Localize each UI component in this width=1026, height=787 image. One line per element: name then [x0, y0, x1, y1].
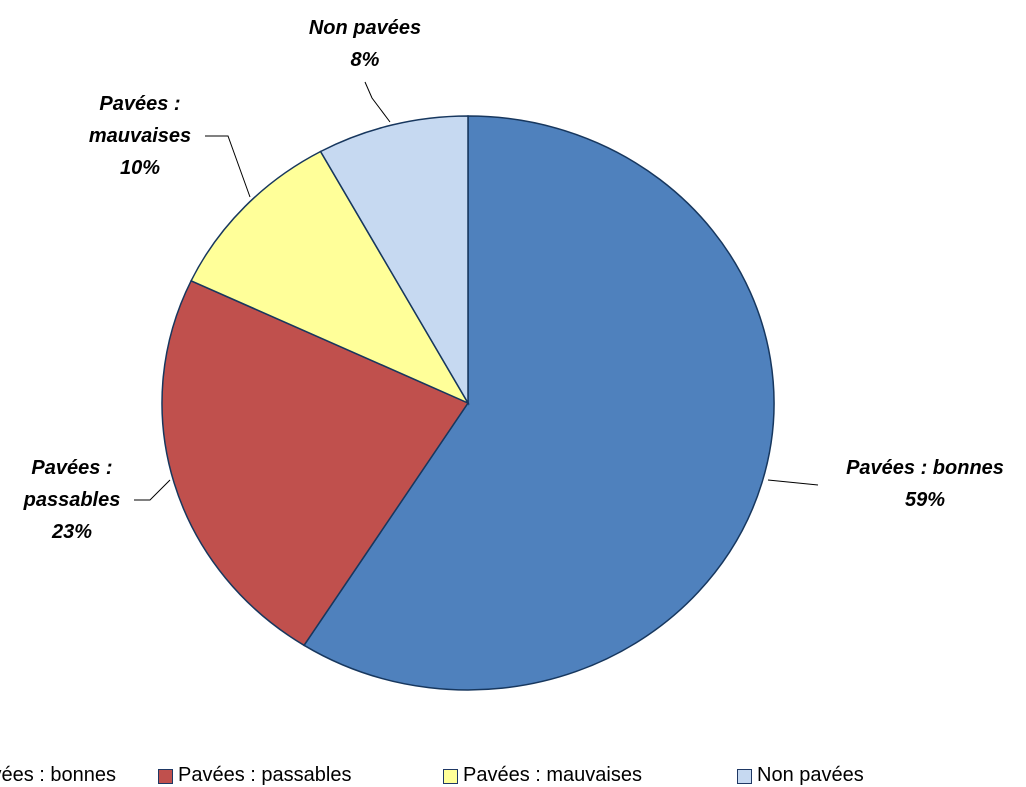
legend-swatch [158, 769, 173, 784]
label-category: Pavées : mauvaises [88, 93, 192, 147]
label-category: Pavées : bonnes [846, 457, 1004, 479]
leader-line [364, 81, 391, 123]
pie-slice [319, 115, 469, 406]
pie-slice [161, 279, 470, 647]
legend-swatch [443, 769, 458, 784]
data-label: Non pavées 8% [280, 12, 450, 76]
label-value: 59% [904, 489, 946, 511]
leader-line [767, 479, 819, 486]
pie-slice [302, 115, 775, 691]
legend-swatch [737, 769, 752, 784]
legend-label: Pavées : mauvaises [463, 764, 642, 786]
label-category: Pavées : passables [23, 457, 121, 511]
label-value: 10% [119, 157, 161, 179]
data-label: Pavées : bonnes 59% [810, 452, 1026, 516]
leader-line [205, 135, 251, 198]
label-value: 23% [51, 521, 93, 543]
legend-label: Pavées : bonnes [0, 764, 116, 786]
pie-slice [190, 150, 470, 405]
legend-label: Non pavées [757, 764, 864, 786]
data-label: Pavées : passables 23% [2, 452, 142, 548]
data-label: Pavées : mauvaises 10% [70, 88, 210, 184]
leader-line [134, 479, 171, 501]
legend-label: Pavées : passables [178, 764, 352, 786]
label-value: 8% [350, 49, 380, 71]
label-category: Non pavées [308, 17, 422, 39]
